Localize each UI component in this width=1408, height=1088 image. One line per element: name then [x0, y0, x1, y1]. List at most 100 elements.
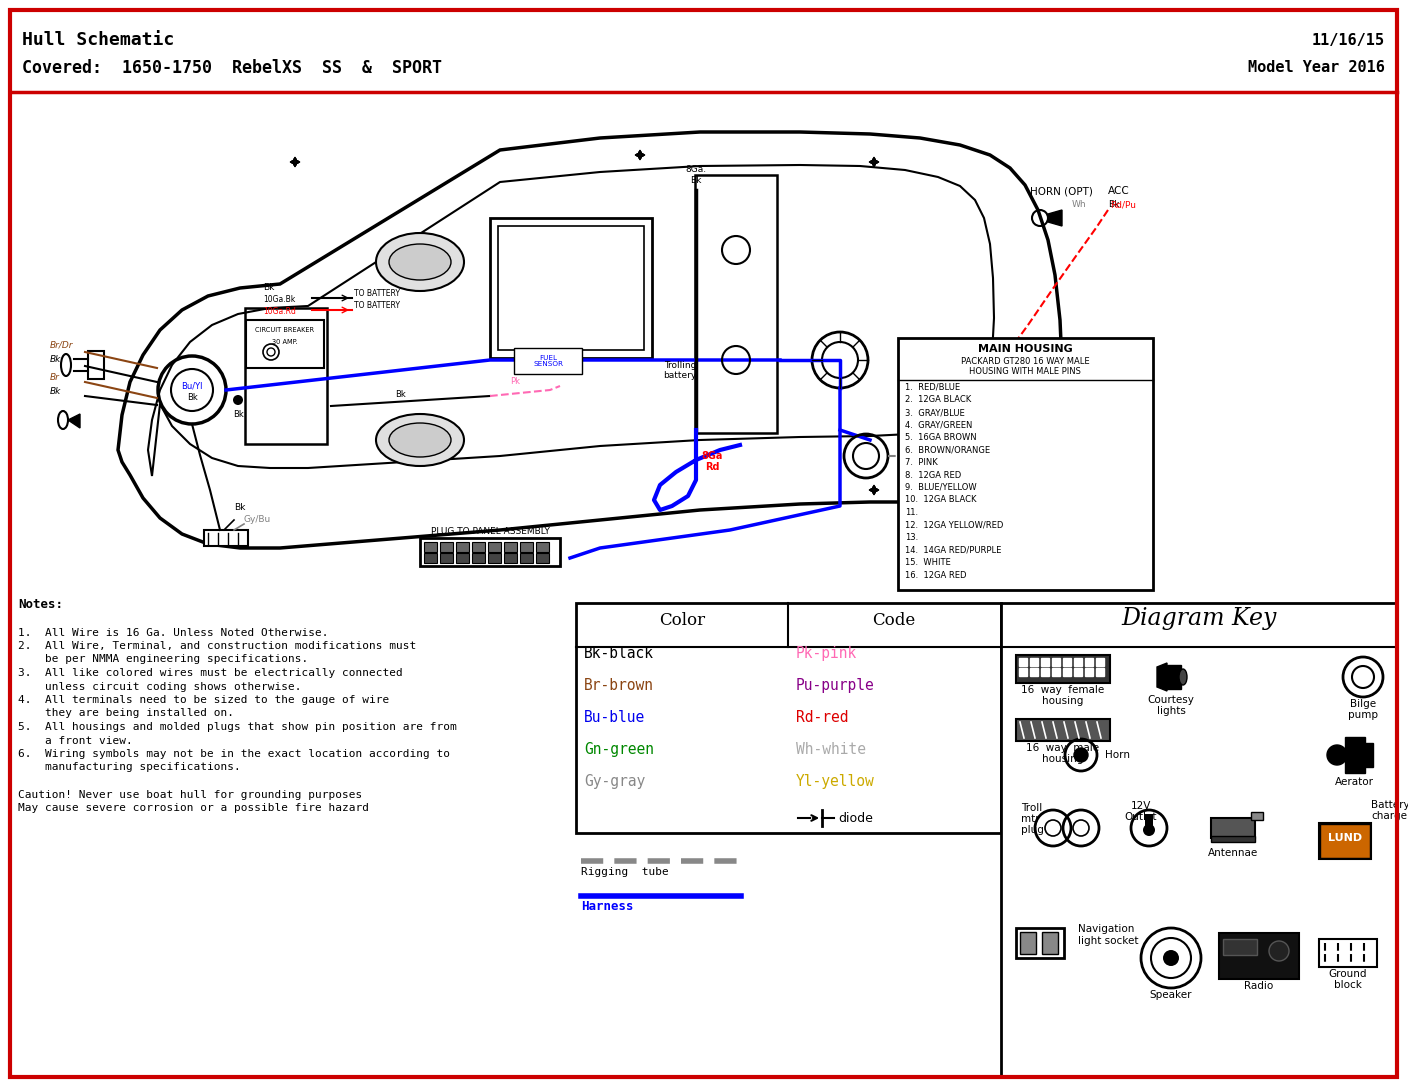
Bar	[1019, 668, 1026, 676]
Text: Bk: Bk	[234, 503, 245, 512]
Bar	[536, 542, 549, 552]
Text: PACKARD GT280 16 WAY MALE: PACKARD GT280 16 WAY MALE	[960, 357, 1090, 366]
Text: 9.  BLUE/YELLOW: 9. BLUE/YELLOW	[905, 483, 977, 492]
Bar	[456, 542, 469, 552]
Text: Speaker: Speaker	[1150, 990, 1193, 1000]
Text: 3.  All like colored wires must be electrically connected: 3. All like colored wires must be electr…	[18, 668, 403, 678]
Text: plug: plug	[1021, 825, 1043, 834]
Text: 2.  All Wire, Terminal, and construction modifications must: 2. All Wire, Terminal, and construction …	[18, 641, 417, 651]
Bar	[1042, 932, 1057, 954]
Text: 10Ga.Rd: 10Ga.Rd	[263, 307, 296, 316]
Circle shape	[1074, 749, 1088, 762]
Text: Horn: Horn	[1105, 750, 1131, 761]
Bar	[1063, 668, 1071, 676]
Bar	[424, 553, 436, 562]
Bar	[1321, 824, 1370, 858]
Text: Troll: Troll	[1021, 803, 1042, 813]
Text: Antennae: Antennae	[1208, 848, 1259, 858]
Text: 30 AMP.: 30 AMP.	[272, 339, 298, 345]
Bar	[898, 338, 1153, 590]
Bar	[576, 603, 1001, 833]
Ellipse shape	[389, 244, 451, 280]
Text: Covered:  1650-1750  RebelXS  SS  &  SPORT: Covered: 1650-1750 RebelXS SS & SPORT	[23, 59, 442, 77]
Text: Pu-purple: Pu-purple	[796, 678, 874, 693]
Text: 16.  12GA RED: 16. 12GA RED	[905, 570, 966, 580]
Bar	[424, 542, 436, 552]
Bar	[1145, 814, 1153, 826]
Text: 11/16/15: 11/16/15	[1312, 33, 1385, 48]
Bar	[1224, 939, 1257, 955]
Bar	[1017, 655, 1110, 683]
Bar	[1052, 658, 1060, 666]
Text: Rd/Pu: Rd/Pu	[1110, 201, 1136, 210]
Bar	[246, 320, 324, 368]
Text: Bk: Bk	[396, 390, 406, 399]
Text: Bk: Bk	[187, 393, 197, 401]
Text: 8Ga.: 8Ga.	[686, 165, 707, 174]
Text: battery: battery	[663, 371, 697, 381]
Text: FUEL
SENSOR: FUEL SENSOR	[534, 355, 563, 368]
Text: Wh-white: Wh-white	[796, 742, 866, 757]
Text: Code: Code	[873, 611, 915, 629]
Polygon shape	[68, 415, 80, 428]
Text: ACC: ACC	[1108, 186, 1129, 196]
Text: Rd: Rd	[705, 462, 719, 472]
Bar	[1001, 603, 1397, 1077]
Bar	[504, 542, 517, 552]
Text: Bk: Bk	[1108, 200, 1119, 209]
Text: lights: lights	[1156, 706, 1186, 716]
Bar	[204, 530, 248, 546]
Text: 2.  12GA BLACK: 2. 12GA BLACK	[905, 396, 972, 405]
Bar	[514, 348, 582, 374]
Text: Harness: Harness	[582, 900, 634, 913]
Text: Color: Color	[659, 611, 705, 629]
Text: Br: Br	[51, 373, 61, 382]
Text: 3.  GRAY/BLUE: 3. GRAY/BLUE	[905, 408, 964, 417]
Bar	[1211, 836, 1255, 842]
Text: Trolling: Trolling	[663, 360, 696, 370]
Text: Gy-gray: Gy-gray	[584, 774, 645, 789]
Text: Bilge: Bilge	[1350, 698, 1376, 709]
Text: Caution! Never use boat hull for grounding purposes: Caution! Never use boat hull for groundi…	[18, 790, 362, 800]
Text: Outlet: Outlet	[1125, 812, 1157, 823]
Text: Bu/Yl: Bu/Yl	[182, 382, 203, 391]
Bar	[472, 542, 484, 552]
Text: 16  way  female: 16 way female	[1021, 685, 1105, 695]
Text: Bk: Bk	[1012, 416, 1025, 426]
Text: 10Ga.Bk: 10Ga.Bk	[263, 295, 296, 304]
Bar	[1086, 658, 1093, 666]
Bar	[1095, 658, 1104, 666]
Text: Gy/Gn: Gy/Gn	[1004, 447, 1031, 456]
Text: Pk-pink: Pk-pink	[796, 646, 857, 662]
Text: Model Year 2016: Model Year 2016	[1247, 61, 1385, 75]
Bar	[472, 553, 484, 562]
Text: they are being installed on.: they are being installed on.	[18, 708, 234, 718]
Text: 8.  12GA RED: 8. 12GA RED	[905, 470, 962, 480]
Text: Gn-green: Gn-green	[584, 742, 653, 757]
Bar	[456, 553, 469, 562]
Ellipse shape	[389, 423, 451, 457]
Text: Hull Schematic: Hull Schematic	[23, 30, 175, 49]
Text: housing: housing	[1042, 754, 1084, 764]
Text: HOUSING WITH MALE PINS: HOUSING WITH MALE PINS	[969, 367, 1081, 376]
Text: pump: pump	[1347, 710, 1378, 720]
Text: block: block	[1333, 980, 1362, 990]
Ellipse shape	[376, 415, 465, 466]
Text: 1.  RED/BLUE: 1. RED/BLUE	[905, 383, 960, 392]
Circle shape	[1143, 824, 1155, 836]
Text: Bk-black: Bk-black	[584, 646, 653, 662]
Bar	[439, 542, 453, 552]
Text: be per NMMA engineering specifications.: be per NMMA engineering specifications.	[18, 655, 308, 665]
Bar	[1031, 668, 1038, 676]
Text: MAIN HOUSING: MAIN HOUSING	[977, 344, 1073, 354]
Bar	[1086, 668, 1093, 676]
Bar	[1250, 812, 1263, 820]
Text: a front view.: a front view.	[18, 735, 132, 745]
Text: diode: diode	[838, 812, 873, 825]
Circle shape	[1269, 941, 1288, 961]
Text: Gy/Bu: Gy/Bu	[244, 515, 272, 524]
Text: 16  way  male: 16 way male	[1026, 743, 1100, 753]
Text: Rigging  tube: Rigging tube	[582, 867, 669, 877]
Text: Rd-red: Rd-red	[796, 710, 849, 725]
Text: Bk: Bk	[690, 176, 701, 185]
